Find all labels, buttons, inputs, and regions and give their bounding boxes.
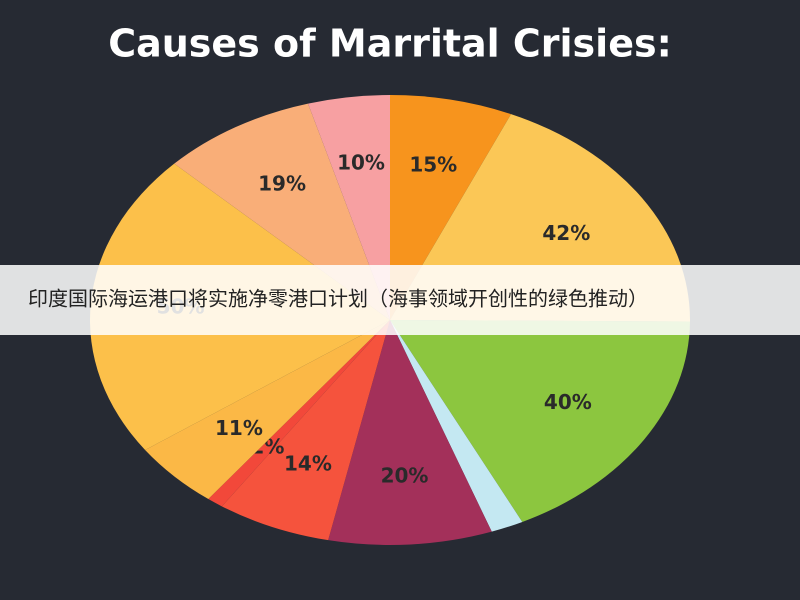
data-label: 42% [542, 221, 590, 245]
pie-slice [390, 95, 512, 320]
data-label: 40% [544, 390, 592, 414]
data-label: 19% [258, 171, 306, 195]
pie-slice [145, 320, 390, 500]
data-label: 10% [337, 151, 385, 175]
pie-slice [221, 320, 390, 541]
banner-text: 印度国际海运港口将实施净零港口计划（海事领域开创性的绿色推动） [28, 287, 648, 311]
pie-slice [328, 320, 492, 545]
banner [0, 265, 800, 335]
pie-slice [308, 95, 390, 320]
chart-title: Causes of Marrital Crisies: [108, 22, 672, 66]
pie-slice [390, 320, 523, 532]
data-label: 11% [215, 416, 263, 440]
pie-slice [390, 320, 690, 522]
data-label: 15% [409, 152, 457, 176]
data-label: 14% [284, 451, 332, 475]
pie-slice [208, 320, 390, 507]
data-label: 20% [381, 464, 429, 488]
